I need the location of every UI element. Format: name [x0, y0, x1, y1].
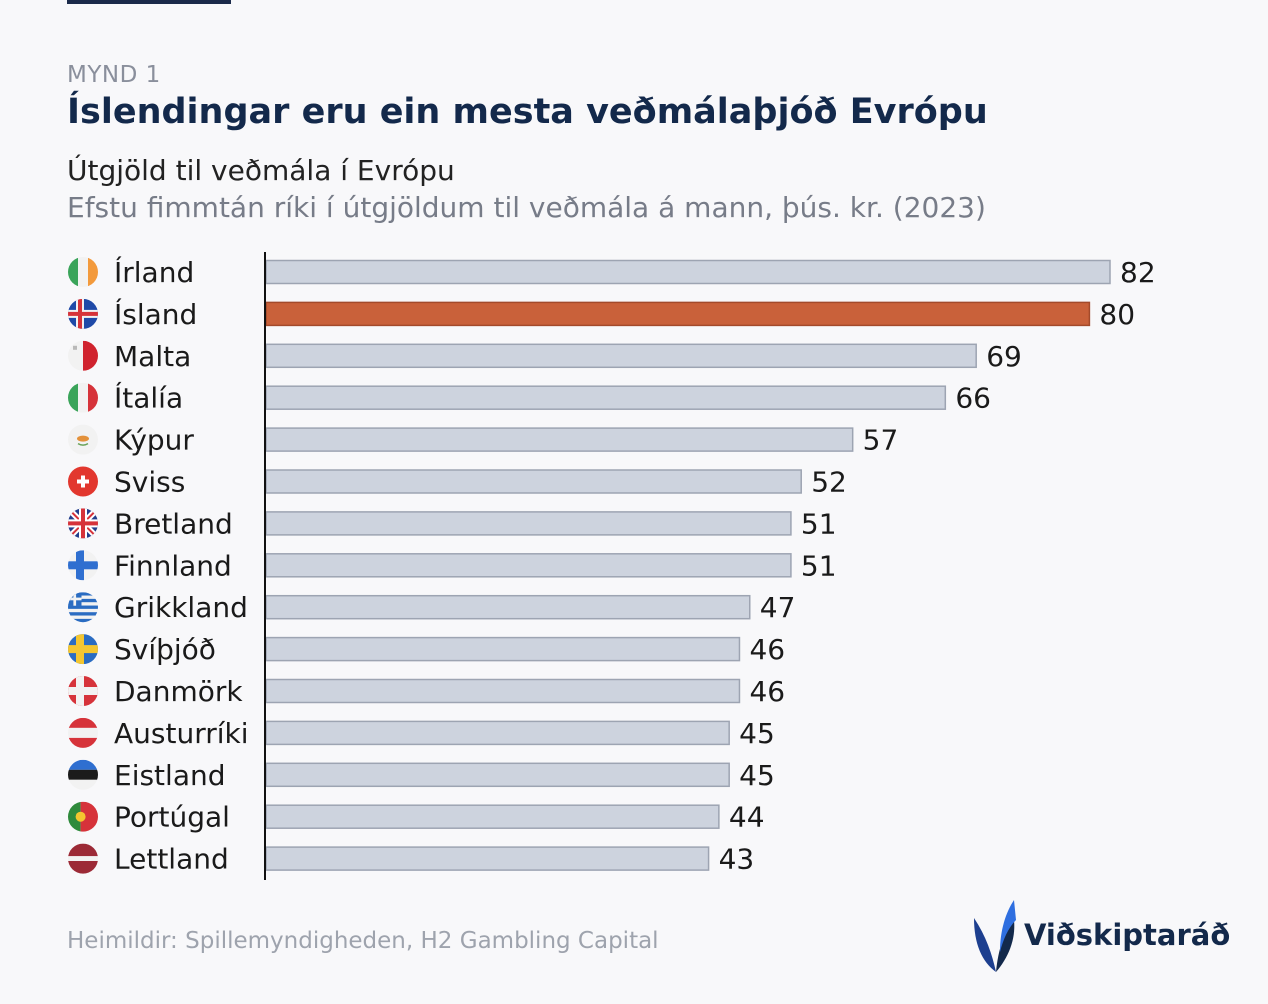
bar-row: Lettland 43 — [68, 843, 754, 876]
portugal-flag-icon — [68, 801, 98, 832]
sweden-flag-icon — [68, 634, 98, 665]
bar — [265, 720, 730, 746]
country-label: Sviss — [114, 466, 185, 499]
bar-highlighted — [265, 301, 1091, 327]
bar — [265, 511, 792, 536]
bar-row: Bretland 51 — [68, 507, 837, 540]
country-label: Grikkland — [114, 591, 248, 624]
value-label: 80 — [1099, 298, 1135, 331]
bar — [265, 259, 1111, 285]
country-label: Portúgal — [114, 801, 230, 834]
value-label: 43 — [719, 843, 755, 876]
malta-flag-icon — [68, 340, 98, 371]
latvia-flag-icon — [68, 843, 98, 874]
country-label: Austurríki — [114, 717, 249, 750]
country-label: Ísland — [114, 297, 197, 331]
bar — [265, 762, 730, 788]
chart-subtitle: Útgjöld til veðmála í Evrópu — [67, 154, 455, 187]
value-label: 57 — [863, 424, 899, 457]
figure-label: MYND 1 — [67, 62, 161, 88]
bar-row: Eistland 45 — [68, 759, 775, 792]
italy-flag-icon — [68, 382, 98, 413]
bar — [265, 427, 854, 452]
value-label: 51 — [801, 549, 837, 582]
country-label: Malta — [114, 340, 191, 373]
greece-flag-icon — [68, 592, 98, 623]
bar-row: Kýpur 57 — [68, 424, 898, 457]
bar — [265, 846, 710, 871]
bar-row: Írland 82 — [68, 255, 1156, 289]
chart-description: Efstu fimmtán ríki í útgjöldum til veðmá… — [67, 191, 986, 224]
brand-logo-icon — [974, 900, 1016, 972]
value-label: 66 — [955, 382, 991, 415]
bar-row: Grikkland 47 — [68, 591, 795, 624]
value-label: 82 — [1120, 256, 1156, 289]
switzerland-flag-icon — [68, 466, 98, 497]
value-label: 46 — [749, 633, 785, 666]
source-note: Heimildir: Spillemyndigheden, H2 Gamblin… — [67, 928, 659, 954]
value-label: 45 — [739, 717, 775, 750]
bar — [265, 553, 792, 578]
bar-row: Danmörk 46 — [68, 675, 785, 708]
value-label: 44 — [729, 801, 765, 834]
bar-row: Finnland 51 — [68, 549, 837, 582]
country-label: Írland — [114, 255, 194, 289]
denmark-flag-icon — [68, 676, 98, 706]
brand-name: Viðskiptaráð — [1024, 918, 1231, 952]
bar-row: Malta 69 — [68, 340, 1022, 373]
bar — [265, 678, 741, 704]
bar-row: Sviss 52 — [68, 466, 847, 499]
bar — [265, 343, 977, 369]
country-label: Bretland — [114, 507, 233, 540]
country-label: Kýpur — [114, 424, 194, 457]
value-label: 45 — [739, 759, 775, 792]
value-label: 51 — [801, 507, 837, 540]
bar-row: Ítalía 66 — [68, 381, 991, 415]
top-accent-rule — [67, 0, 231, 4]
value-label: 52 — [811, 466, 847, 499]
value-label: 46 — [749, 675, 785, 708]
finland-flag-icon — [68, 550, 98, 581]
chart-title: Íslendingar eru ein mesta veðmálaþjóð Ev… — [67, 92, 988, 132]
bar-row: Svíþjóð 46 — [68, 633, 785, 666]
bar-row: Ísland 80 — [68, 297, 1135, 331]
country-label: Lettland — [114, 843, 229, 876]
bar — [265, 385, 947, 410]
country-label: Danmörk — [114, 675, 243, 708]
ireland-flag-icon — [68, 257, 98, 287]
austria-flag-icon — [68, 717, 98, 748]
country-label: Eistland — [114, 759, 226, 792]
bar — [265, 594, 751, 620]
bar-row: Portúgal 44 — [68, 801, 765, 834]
country-label: Ítalía — [114, 381, 183, 415]
country-label: Finnland — [114, 549, 232, 582]
value-label: 47 — [760, 591, 796, 624]
bar — [265, 804, 720, 829]
uk-flag-icon — [68, 508, 98, 539]
bar — [265, 469, 802, 494]
bar — [265, 636, 741, 662]
country-label: Svíþjóð — [114, 633, 216, 666]
value-label: 69 — [986, 340, 1022, 373]
bar-row: Austurríki 45 — [68, 717, 775, 750]
cyprus-flag-icon — [68, 424, 98, 455]
estonia-flag-icon — [68, 759, 98, 790]
iceland-flag-icon — [68, 298, 98, 329]
